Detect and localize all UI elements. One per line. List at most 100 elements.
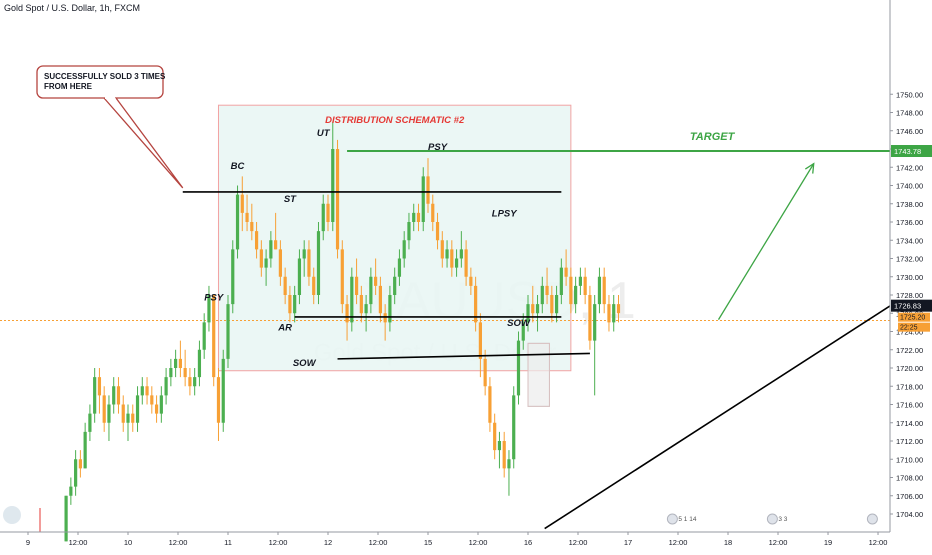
candle-body: [588, 295, 592, 341]
candle: [145, 377, 149, 405]
candle: [93, 368, 97, 423]
candle: [216, 368, 221, 441]
price-tick-label: 1718.00: [896, 382, 923, 391]
candle-body: [483, 358, 487, 387]
price-tick-label: 1742.00: [896, 163, 923, 172]
candle-body: [478, 322, 482, 359]
candle: [602, 267, 606, 314]
candle-body: [526, 304, 530, 323]
candle: [283, 267, 287, 305]
target-price-badge: [891, 145, 932, 158]
candle: [588, 285, 592, 350]
candle-body: [554, 295, 559, 314]
candle-body: [169, 368, 173, 378]
tradingview-logo-icon[interactable]: [3, 506, 21, 524]
time-tick-label: 12:00: [169, 538, 188, 547]
candle-body: [607, 304, 611, 323]
candle-body: [112, 386, 116, 405]
candle: [212, 295, 216, 387]
candle-body: [83, 431, 87, 469]
candle-body: [597, 276, 602, 305]
price-tick-label: 1708.00: [896, 474, 923, 483]
candle-body: [88, 413, 92, 432]
candle: [235, 185, 240, 259]
target-label: TARGET: [690, 131, 736, 143]
symbol-header: Gold Spot / U.S. Dollar, 1h, FXCM: [4, 3, 141, 13]
time-tick-label: 12:00: [369, 538, 388, 547]
event-label: 5 1 14: [678, 516, 696, 523]
candle: [226, 295, 230, 368]
candle-body: [388, 295, 392, 323]
candle: [102, 386, 106, 432]
candle-body: [502, 441, 506, 469]
callout-line-2: FROM HERE: [44, 82, 93, 91]
candle: [174, 349, 178, 378]
candle: [383, 304, 387, 341]
us-flag-icon: [766, 513, 778, 525]
candle-body: [469, 276, 473, 286]
candle: [321, 194, 325, 241]
candle-body: [459, 249, 463, 259]
candle-body: [397, 258, 402, 277]
time-tick-label: 18: [724, 538, 732, 547]
candle-body: [569, 276, 573, 305]
candle: [159, 386, 163, 423]
candle: [431, 194, 435, 232]
candle-body: [93, 377, 97, 414]
candle-body: [612, 304, 616, 323]
target-price-label: 1743.78: [894, 147, 921, 156]
candle-body: [559, 267, 563, 295]
time-tick-label: 12:00: [69, 538, 88, 547]
candle-body: [426, 176, 430, 204]
candle: [231, 240, 235, 314]
candle-body: [216, 377, 221, 423]
candle-body: [297, 258, 302, 295]
schematic-title: DISTRIBUTION SCHEMATIC #2: [325, 115, 465, 126]
label-psy_low: PSY: [204, 292, 225, 303]
candle-body: [121, 404, 125, 423]
candle: [269, 231, 273, 268]
time-tick-label: 12:00: [469, 538, 488, 547]
price-tick-label: 1720.00: [896, 364, 923, 373]
small-price-label: 22:25: [900, 325, 918, 332]
candle: [545, 267, 549, 305]
candle: [250, 203, 254, 241]
candle-body: [135, 395, 140, 423]
candle: [245, 194, 249, 232]
time-tick-label: 12:00: [769, 538, 788, 547]
candle-body: [269, 240, 273, 259]
candle-body: [154, 404, 159, 414]
time-tick-label: 16: [524, 538, 532, 547]
candle: [364, 295, 368, 332]
price-tick-label: 1710.00: [896, 455, 923, 464]
candle: [83, 422, 87, 469]
target-arrow-head-icon: [804, 162, 815, 174]
small-price-badge: [898, 322, 930, 332]
candle-body: [464, 249, 468, 277]
candle: [502, 431, 506, 478]
candle: [569, 267, 573, 314]
candle: [450, 240, 454, 277]
candle-body: [140, 386, 144, 396]
candle-body: [245, 212, 249, 222]
callout-line-1: SUCCESSFULLY SOLD 3 TIMES: [44, 72, 166, 81]
candle: [416, 203, 421, 232]
candle: [140, 377, 144, 405]
candle: [69, 477, 73, 505]
candle: [607, 295, 611, 332]
candle: [388, 285, 392, 332]
candle: [445, 240, 449, 268]
candle-body: [531, 304, 535, 314]
candle-body: [326, 203, 330, 222]
candle-body: [307, 249, 311, 277]
candle-body: [440, 240, 444, 259]
candle-body: [69, 486, 73, 496]
time-tick-label: 17: [624, 538, 632, 547]
candle: [421, 167, 425, 232]
callout-pointer: [103, 97, 184, 189]
candle: [169, 358, 173, 387]
candle: [526, 295, 530, 332]
candle: [326, 194, 330, 232]
